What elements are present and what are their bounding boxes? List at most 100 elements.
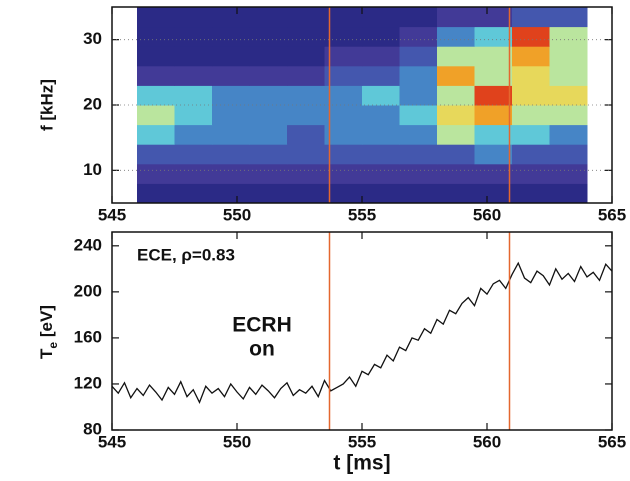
plot-frame: [111, 231, 613, 431]
heatmap-cell: [512, 26, 550, 47]
heatmap-cell: [437, 85, 475, 106]
heatmap-cell: [437, 65, 475, 86]
heatmap-cell: [474, 163, 513, 184]
heatmap-cell: [512, 124, 550, 145]
heatmap-cell: [137, 105, 175, 126]
heatmap-cell: [324, 105, 363, 126]
y-label-main: T: [37, 348, 56, 359]
heatmap-cell: [474, 7, 513, 28]
heatmap-cell: [249, 163, 288, 184]
heatmap-cell: [399, 163, 438, 184]
x-tick-label: 550: [223, 205, 251, 224]
heatmap-cell: [474, 85, 513, 106]
y-tick-label: 80: [83, 419, 102, 438]
heatmap-cell: [287, 144, 325, 165]
heatmap-cell: [174, 183, 213, 204]
heatmap-cell: [512, 163, 550, 184]
heatmap-cell: [549, 65, 588, 86]
heatmap-cell: [549, 163, 588, 184]
heatmap-cell: [212, 183, 250, 204]
heatmap-cell: [287, 124, 325, 145]
x-tick-label: 550: [223, 432, 251, 451]
heatmap-cell: [212, 65, 250, 86]
heatmap-cell: [249, 46, 288, 67]
heatmap-cell: [324, 26, 363, 47]
annotation: on: [249, 338, 275, 361]
heatmap-cell: [287, 46, 325, 67]
heatmap-cell: [399, 85, 438, 106]
heatmap-cell: [549, 105, 588, 126]
annotation: ECE, ρ=0.83: [137, 245, 235, 264]
heatmap-cell: [362, 163, 400, 184]
heatmap-cell: [437, 46, 475, 67]
heatmap-cell: [437, 26, 475, 47]
y-tick-label: 120: [74, 373, 102, 392]
heatmap-cell: [249, 105, 288, 126]
x-tick-label: 545: [98, 205, 126, 224]
heatmap-cell: [474, 144, 513, 165]
heatmap-cell: [474, 46, 513, 67]
y-axis-label: f [kHz]: [37, 79, 56, 131]
heatmap-cell: [512, 46, 550, 67]
heatmap-cell: [399, 46, 438, 67]
heatmap-cell: [549, 85, 588, 106]
plot-frame: [111, 6, 613, 204]
heatmap-cell: [212, 124, 250, 145]
heatmap-cell: [287, 105, 325, 126]
heatmap-cell: [249, 183, 288, 204]
y-tick-label: 160: [74, 327, 102, 346]
y-label-unit: [eV]: [37, 305, 56, 342]
heatmap-cell: [399, 183, 438, 204]
heatmap-cell: [324, 163, 363, 184]
x-tick-label: 560: [473, 205, 501, 224]
heatmap-cell: [474, 105, 513, 126]
x-tick-label: 545: [98, 432, 126, 451]
heatmap-cell: [474, 124, 513, 145]
heatmap-cell: [437, 124, 475, 145]
y-tick-label: 240: [74, 235, 102, 254]
heatmap-cell: [549, 46, 588, 67]
heatmap-cell: [362, 65, 400, 86]
heatmap-cell: [512, 7, 550, 28]
y-tick-label: 10: [83, 160, 102, 179]
heatmap-cell: [137, 65, 175, 86]
heatmap-cell: [174, 144, 213, 165]
x-tick-label: 560: [473, 432, 501, 451]
heatmap-cell: [137, 26, 175, 47]
heatmap-cell: [474, 183, 513, 204]
heatmap-cell: [474, 26, 513, 47]
heatmap-cell: [399, 26, 438, 47]
heatmap-cell: [399, 124, 438, 145]
heatmap-cell: [399, 7, 438, 28]
heatmap-cell: [249, 7, 288, 28]
heatmap-cell: [549, 124, 588, 145]
heatmap-cell: [137, 124, 175, 145]
heatmap-cell: [174, 105, 213, 126]
heatmap-cell: [249, 124, 288, 145]
heatmap-cell: [362, 144, 400, 165]
heatmap-cell: [324, 7, 363, 28]
heatmap-cell: [287, 163, 325, 184]
heatmap-cell: [212, 46, 250, 67]
heatmap-cell: [512, 183, 550, 204]
heatmap-cell: [549, 183, 588, 204]
heatmap-cell: [324, 124, 363, 145]
heatmap-cell: [174, 65, 213, 86]
heatmap-cell: [474, 65, 513, 86]
x-tick-label: 565: [598, 205, 626, 224]
heatmap-cell: [137, 144, 175, 165]
heatmap-cell: [362, 105, 400, 126]
heatmap-cell: [249, 85, 288, 106]
heatmap-cell: [324, 46, 363, 67]
heatmap-cell: [362, 26, 400, 47]
heatmap-cell: [437, 163, 475, 184]
heatmap-cell: [174, 85, 213, 106]
heatmap-cell: [512, 105, 550, 126]
heatmap-cell: [137, 183, 175, 204]
heatmap-cell: [212, 105, 250, 126]
heatmap-cell: [137, 46, 175, 67]
heatmap-cell: [549, 7, 588, 28]
heatmap-cell: [549, 144, 588, 165]
x-tick-label: 555: [348, 205, 376, 224]
